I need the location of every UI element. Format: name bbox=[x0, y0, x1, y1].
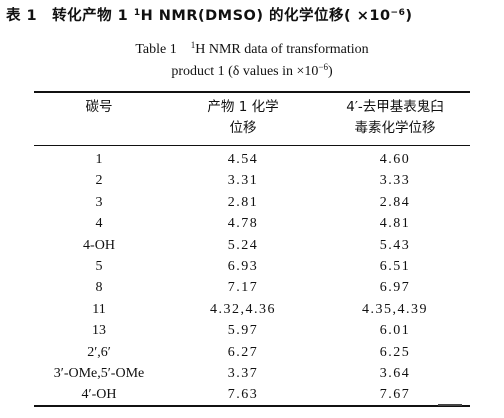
cell-reference-shift: 2.84 bbox=[379, 194, 411, 210]
cell-carbon-number: 2′,6′ bbox=[87, 344, 111, 360]
title-en-line1-sup: 1 bbox=[190, 40, 196, 50]
table-bottom-rule bbox=[34, 405, 470, 407]
table-title-cn: 表 1 转化产物 1 1H NMR(DMSO) 的化学位移( ×10−6) bbox=[6, 4, 502, 25]
header-carbon-number: 碳号 bbox=[34, 97, 164, 118]
cell-carbon-number: 3′-OMe,5′-OMe bbox=[53, 366, 145, 381]
title-cn-suffix: ) bbox=[405, 8, 413, 24]
header-col2-line2: 位移 bbox=[229, 120, 257, 136]
title-cn-prefix: 表 1 转化产物 1 bbox=[6, 8, 134, 24]
cell-product-shift: 5.97 bbox=[227, 323, 259, 339]
title-cn-middle: H NMR(DMSO) 的化学位移( ×10 bbox=[140, 8, 391, 24]
cell-product-shift: 6.93 bbox=[227, 259, 259, 274]
header-product-shift: 产物 1 化学 位移 bbox=[188, 97, 298, 139]
cell-carbon-number: 4′-OH bbox=[81, 387, 117, 403]
cell-carbon-number: 1 bbox=[95, 152, 103, 167]
cell-reference-shift: 4.60 bbox=[379, 152, 411, 167]
table-title-en-line2: product 1 (δ values in ×10−6) bbox=[0, 62, 504, 80]
cell-reference-shift: 6.51 bbox=[379, 259, 411, 274]
table-top-rule bbox=[34, 91, 470, 93]
table-header-rule bbox=[34, 145, 470, 146]
cell-reference-shift: 4.35,4.39 bbox=[362, 301, 428, 317]
page-edge-mark bbox=[438, 404, 462, 416]
cell-product-shift: 5.24 bbox=[227, 237, 259, 253]
cell-product-shift: 7.63 bbox=[227, 387, 259, 403]
table-row: 13 5.97 6.01 bbox=[0, 320, 504, 341]
header-col1-text: 碳号 bbox=[85, 99, 113, 115]
table-row: 2′,6′ 6.27 6.25 bbox=[0, 342, 504, 363]
cell-product-shift: 6.27 bbox=[227, 344, 259, 360]
cell-carbon-number: 13 bbox=[92, 323, 106, 339]
table-row: 4′-OH 7.63 7.67 bbox=[0, 384, 504, 405]
table-row: 5 6.93 6.51 bbox=[0, 256, 504, 277]
cell-product-shift: 3.31 bbox=[227, 173, 259, 189]
title-en-line2-post: ) bbox=[327, 64, 333, 79]
header-reference-shift: 4′-去甲基表鬼臼 毒素化学位移 bbox=[318, 97, 472, 139]
table-row: 8 7.17 6.97 bbox=[0, 277, 504, 298]
cell-reference-shift: 4.81 bbox=[379, 216, 411, 232]
table-row: 3′-OMe,5′-OMe 3.37 3.64 bbox=[0, 363, 504, 384]
cell-carbon-number: 3 bbox=[95, 194, 103, 210]
title-en-line2-pre: product 1 (δ values in ×10 bbox=[171, 64, 319, 79]
cell-reference-shift: 6.25 bbox=[379, 344, 411, 360]
header-col3-line2: 毒素化学位移 bbox=[354, 120, 436, 136]
table-row: 3 2.81 2.84 bbox=[0, 192, 504, 213]
cell-carbon-number: 8 bbox=[95, 280, 103, 296]
header-col2-line1: 产物 1 化学 bbox=[207, 99, 279, 115]
cell-carbon-number: 4 bbox=[95, 216, 103, 232]
table-row: 2 3.31 3.33 bbox=[0, 170, 504, 191]
cell-reference-shift: 3.64 bbox=[379, 366, 411, 381]
title-cn-sup2: −6 bbox=[390, 8, 406, 18]
cell-product-shift: 4.32,4.36 bbox=[210, 301, 276, 317]
title-en-line1-pre: Table 1 bbox=[135, 42, 191, 57]
table-row: 1 4.54 4.60 bbox=[0, 149, 504, 170]
cell-product-shift: 2.81 bbox=[227, 194, 259, 210]
cell-product-shift: 7.17 bbox=[227, 280, 259, 296]
header-col3-line1: 4′-去甲基表鬼臼 bbox=[346, 99, 444, 115]
table-row: 11 4.32,4.36 4.35,4.39 bbox=[0, 299, 504, 320]
title-en-line2-sup: −6 bbox=[318, 62, 328, 72]
cell-carbon-number: 4-OH bbox=[83, 237, 115, 253]
table-row: 4 4.78 4.81 bbox=[0, 213, 504, 234]
cell-carbon-number: 2 bbox=[95, 173, 103, 189]
cell-product-shift: 4.54 bbox=[227, 152, 259, 167]
cell-reference-shift: 7.67 bbox=[379, 387, 411, 403]
cell-carbon-number: 11 bbox=[92, 301, 106, 317]
cell-product-shift: 3.37 bbox=[227, 366, 259, 381]
title-cn-sup1: 1 bbox=[133, 8, 141, 18]
cell-reference-shift: 5.43 bbox=[379, 237, 411, 253]
table-row: 4-OH 5.24 5.43 bbox=[0, 235, 504, 256]
cell-carbon-number: 5 bbox=[95, 259, 103, 274]
cell-reference-shift: 3.33 bbox=[379, 173, 411, 189]
cell-product-shift: 4.78 bbox=[227, 216, 259, 232]
table-title-en-line1: Table 1 1H NMR data of transformation bbox=[0, 38, 504, 58]
cell-reference-shift: 6.01 bbox=[379, 323, 411, 339]
cell-reference-shift: 6.97 bbox=[379, 280, 411, 296]
title-en-line1-post: H NMR data of transformation bbox=[195, 42, 369, 57]
